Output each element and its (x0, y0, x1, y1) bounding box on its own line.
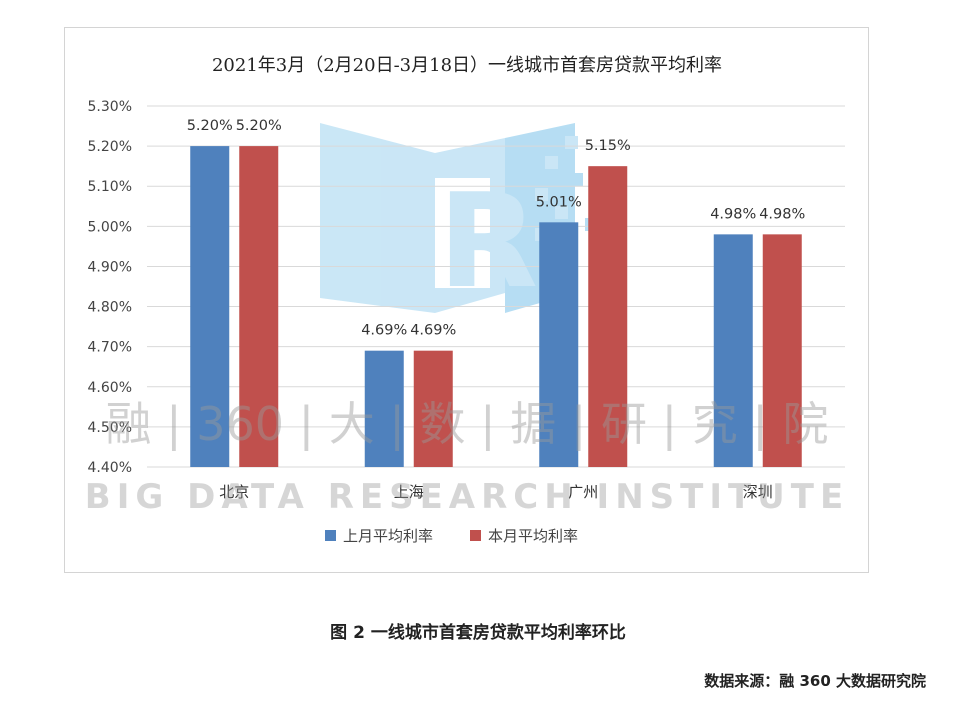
y-tick-label: 4.50% (88, 420, 132, 436)
y-tick-label: 4.70% (88, 340, 132, 356)
y-tick-label: 4.60% (88, 380, 132, 396)
watermark-cn: 融 | 360 | 大 | 数 | 据 | 研 | 究 | 院 (106, 397, 829, 452)
bar-data-label: 4.69% (361, 323, 407, 339)
chart-frame: R 4.40% 4.50% 4.60% 4.70% 4.80% 4.90% 5.00% 5.1… (64, 27, 869, 573)
bar (539, 222, 579, 467)
bar (364, 350, 404, 467)
bar (413, 350, 453, 467)
legend-swatch (325, 530, 336, 541)
legend-swatch (470, 530, 481, 541)
bar-data-label: 5.01% (536, 194, 582, 210)
data-source: 数据来源：融 360 大数据研究院 (704, 672, 926, 690)
bar-data-label: 4.69% (410, 323, 456, 339)
legend-label: 本月平均利率 (488, 527, 578, 545)
y-tick-label: 5.10% (88, 179, 132, 195)
y-tick-label: 4.80% (88, 300, 132, 316)
bar-data-label: 4.98% (710, 206, 756, 222)
x-tick-label: 上海 (394, 483, 424, 501)
watermark-en: BIG DATA RESEARCH INSTITUTE (85, 477, 849, 517)
y-tick-label: 5.30% (88, 99, 132, 115)
bar (190, 146, 230, 467)
y-tick-label: 4.90% (88, 259, 132, 275)
chart-title: 2021年3月（2月20日-3月18日）一线城市首套房贷款平均利率 (212, 55, 722, 76)
bar-data-label: 5.20% (236, 118, 282, 134)
bar-data-label: 5.15% (585, 138, 631, 154)
bar (713, 234, 753, 467)
bar-data-label: 5.20% (187, 118, 233, 134)
y-tick-label: 4.40% (88, 460, 132, 476)
figure-caption: 图 2 一线城市首套房贷款平均利率环比 (330, 623, 626, 643)
x-tick-label: 深圳 (743, 483, 773, 501)
chart-svg: R 4.40% 4.50% 4.60% 4.70% 4.80% 4.90% 5.00% 5.1… (85, 55, 849, 545)
legend: 上月平均利率 本月平均利率 (325, 527, 578, 545)
bar (588, 166, 628, 467)
legend-label: 上月平均利率 (343, 527, 433, 545)
bar (762, 234, 802, 467)
y-tick-label: 5.00% (88, 219, 132, 235)
x-tick-label: 广州 (568, 483, 598, 501)
bar (239, 146, 279, 467)
bar-data-label: 4.98% (759, 206, 805, 222)
x-tick-label: 北京 (219, 483, 249, 501)
y-tick-label: 5.20% (88, 139, 132, 155)
svg-text:R: R (438, 165, 538, 317)
